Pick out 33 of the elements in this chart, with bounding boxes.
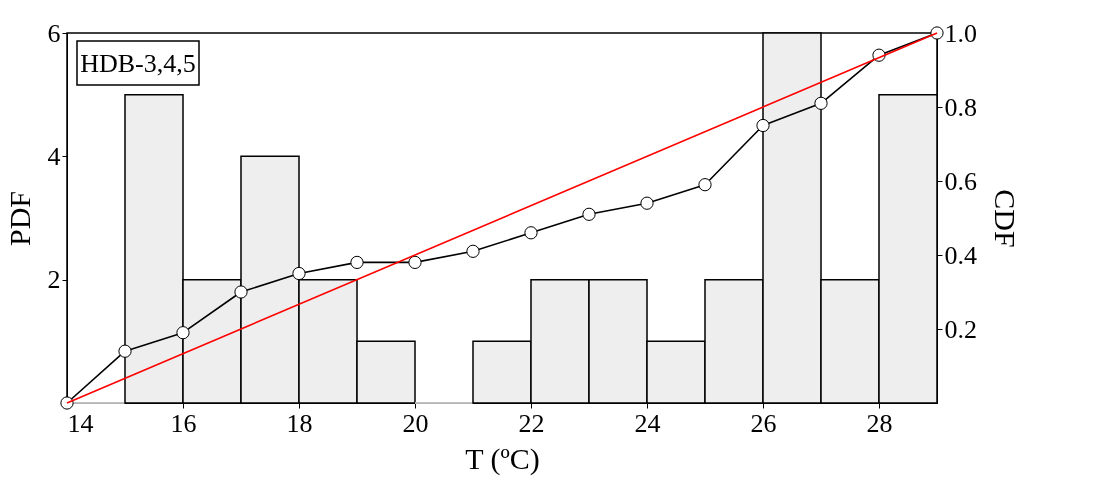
x-tick-label: 26 xyxy=(750,408,777,438)
y-tick-label: 6 xyxy=(47,18,61,48)
point xyxy=(292,266,306,281)
x-tick-label: 22 xyxy=(518,408,545,438)
x-tick-label: 24 xyxy=(634,408,661,438)
point xyxy=(582,207,596,221)
point xyxy=(350,255,364,270)
y-tick-label: 4 xyxy=(47,141,61,171)
y-tick-label: 2 xyxy=(47,265,61,295)
point xyxy=(466,244,480,258)
y2-tick-label: 0.6 xyxy=(944,166,977,196)
x-tick-label: 16 xyxy=(170,408,197,438)
annotation: HDB-3,4,5 xyxy=(80,49,196,78)
x-tick-label: 18 xyxy=(286,408,313,438)
point xyxy=(756,118,770,133)
y2-axis-title: CDF xyxy=(989,189,1022,248)
x-tick-label: 14 xyxy=(67,408,94,438)
point xyxy=(524,226,538,240)
x-tick-label: 28 xyxy=(866,408,893,438)
point xyxy=(118,344,132,358)
point xyxy=(640,196,654,210)
point xyxy=(234,285,248,299)
y2-tick-label: 0.2 xyxy=(944,314,977,344)
y2-tick-label: 0.8 xyxy=(944,92,977,122)
y2-tick-label: 0.4 xyxy=(944,240,977,270)
point xyxy=(408,255,422,270)
x-axis-title: T (ºC) xyxy=(465,441,540,476)
point xyxy=(814,96,828,110)
point xyxy=(176,326,190,340)
x-tick-label: 20 xyxy=(402,408,429,438)
y2-tick-label: 1.0 xyxy=(944,18,977,48)
y-axis-title: PDF xyxy=(2,190,36,247)
point xyxy=(698,178,712,192)
